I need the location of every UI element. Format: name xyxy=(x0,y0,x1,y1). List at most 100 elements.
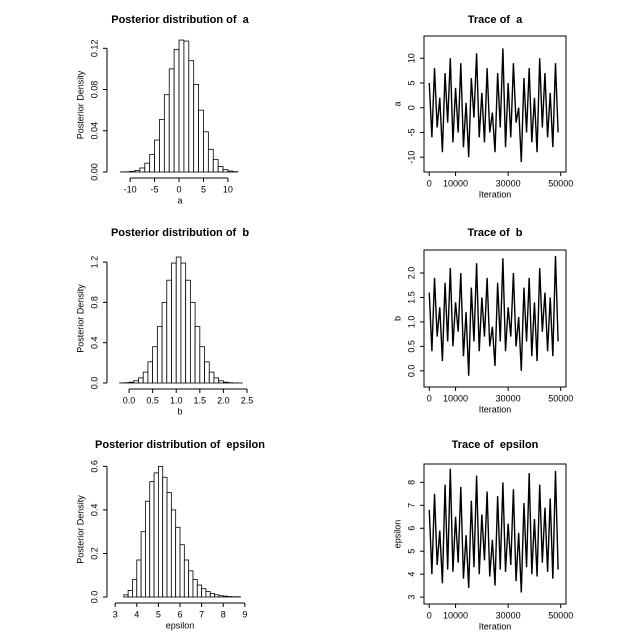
histogram-bar xyxy=(183,559,190,598)
histogram-bar xyxy=(166,492,172,598)
histogram-bar xyxy=(170,509,177,598)
x-tick-label: 50000 xyxy=(548,610,573,620)
x-axis-label: Iteration xyxy=(479,404,512,414)
x-tick-label: 0.0 xyxy=(123,395,136,405)
histogram-bar xyxy=(205,591,211,598)
y-tick-label: 2.0 xyxy=(406,267,416,280)
chart-title: Posterior distribution of a xyxy=(111,14,249,26)
histogram-bar xyxy=(212,159,219,173)
histogram-bar xyxy=(217,166,224,173)
y-tick-label: 0.4 xyxy=(89,336,99,349)
histogram-bar xyxy=(208,371,215,384)
histogram-bar xyxy=(145,500,151,598)
histogram-bar xyxy=(193,83,199,173)
x-tick-label: 10000 xyxy=(443,610,468,620)
y-tick-label: 0.04 xyxy=(89,122,99,140)
histogram-bar xyxy=(149,481,155,598)
histogram-bar xyxy=(163,94,170,173)
x-tick-label: 50000 xyxy=(548,393,573,403)
histogram-bar xyxy=(188,570,194,598)
plot-frame xyxy=(423,35,567,173)
y-axis-label: b xyxy=(392,316,402,321)
histogram-bar xyxy=(162,476,168,598)
x-tick-label: 7 xyxy=(199,609,204,619)
histogram-bar xyxy=(144,162,151,173)
chart-title: Posterior distribution of b xyxy=(111,227,249,239)
histogram-bar xyxy=(134,169,141,173)
y-tick-label: 0.2 xyxy=(89,547,99,560)
x-tick-label: 0.5 xyxy=(146,395,159,405)
chart-title: Trace of epsilon xyxy=(452,439,539,451)
histogram-bar xyxy=(138,377,144,384)
y-tick-label: 0.0 xyxy=(89,591,99,604)
histogram-bar xyxy=(207,148,214,173)
y-tick-label: 10 xyxy=(406,53,416,63)
x-axis-label: b xyxy=(177,406,182,416)
histogram-bar xyxy=(166,279,172,384)
x-tick-label: 0 xyxy=(177,184,182,194)
histogram-bar xyxy=(198,109,204,173)
histogram-bar xyxy=(173,48,180,173)
histogram-bar xyxy=(222,595,228,598)
y-tick-label: 0.00 xyxy=(89,163,99,181)
histogram-bar xyxy=(133,380,139,384)
histogram-bar xyxy=(139,167,146,173)
x-tick-label: 10000 xyxy=(443,178,468,188)
x-tick-label: 0 xyxy=(427,610,432,620)
histogram-bar xyxy=(218,380,224,384)
y-tick-label: 0.12 xyxy=(89,40,99,58)
x-tick-label: 2.5 xyxy=(241,395,254,405)
y-tick-label: 5 xyxy=(406,549,416,554)
x-tick-label: 2.0 xyxy=(217,395,230,405)
y-tick-label: 3 xyxy=(406,595,416,600)
histogram-bar xyxy=(227,170,234,173)
y-tick-label: -10 xyxy=(406,151,416,164)
y-tick-label: 0.0 xyxy=(406,365,416,378)
histogram-bar xyxy=(175,526,181,598)
y-tick-label: 0.6 xyxy=(89,460,99,473)
histogram-bar xyxy=(156,326,163,384)
x-tick-label: 4 xyxy=(134,609,139,619)
y-tick-label: 0 xyxy=(406,105,416,110)
x-tick-label: 0 xyxy=(427,393,432,403)
x-tick-label: 30000 xyxy=(496,393,521,403)
x-tick-label: -10 xyxy=(124,184,137,194)
histogram-bar xyxy=(199,346,205,384)
x-tick-label: 10 xyxy=(223,184,233,194)
y-tick-label: 6 xyxy=(406,526,416,531)
chart-title: Posterior distribution of epsilon xyxy=(95,439,265,451)
histogram-bar xyxy=(123,594,129,598)
x-tick-label: 50000 xyxy=(548,178,573,188)
x-tick-label: 9 xyxy=(242,609,247,619)
histogram-bar xyxy=(175,256,182,384)
histogram-bar xyxy=(222,169,229,173)
histogram-bar xyxy=(127,590,133,598)
y-tick-label: 8 xyxy=(406,480,416,485)
y-tick-label: 0.8 xyxy=(89,296,99,309)
plot-frame xyxy=(423,463,567,605)
x-tick-label: 0 xyxy=(427,178,432,188)
chart-title: Trace of a xyxy=(468,14,523,26)
y-axis-label: Posterior Density xyxy=(75,495,85,564)
x-axis-label: epsilon xyxy=(166,620,195,630)
histogram-bar xyxy=(157,465,164,598)
histogram-bar xyxy=(194,326,201,384)
x-axis-label: Iteration xyxy=(479,621,512,631)
x-tick-label: 3 xyxy=(113,609,118,619)
chart-title: Trace of b xyxy=(467,227,522,239)
plot-frame xyxy=(423,249,567,388)
histogram-bar xyxy=(161,301,168,384)
histogram-bar xyxy=(209,593,215,598)
histogram-bar xyxy=(178,39,185,173)
histogram-bar xyxy=(140,531,146,598)
y-tick-label: 5 xyxy=(406,80,416,85)
trace-line xyxy=(428,48,559,163)
histogram-bar xyxy=(154,139,160,173)
histogram-bar xyxy=(136,559,142,598)
x-tick-label: 1.5 xyxy=(194,395,207,405)
x-axis-label: a xyxy=(177,195,182,205)
x-tick-label: 1.0 xyxy=(170,395,183,405)
histogram-bar xyxy=(180,262,187,384)
histogram-bar xyxy=(171,262,177,384)
